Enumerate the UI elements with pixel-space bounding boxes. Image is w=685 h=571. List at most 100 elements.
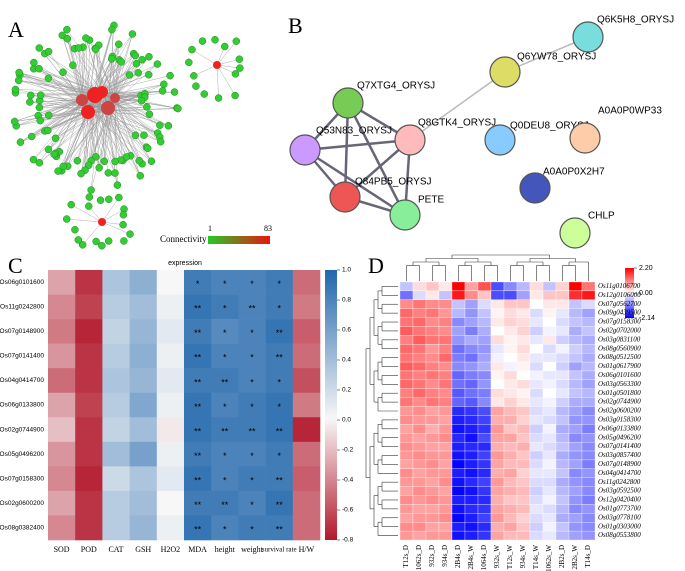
heatmap-cell xyxy=(542,370,557,381)
heatmap-cell xyxy=(581,308,596,318)
heatmap-cell xyxy=(451,353,466,363)
node xyxy=(131,131,140,140)
heatmap-cell xyxy=(542,361,557,372)
heatmap-cell xyxy=(438,513,453,523)
edge xyxy=(62,35,116,99)
heatmap-cell xyxy=(490,522,505,532)
row-label: Os01g0303000 xyxy=(598,522,641,530)
row-label: Os11g0242800 xyxy=(598,478,641,486)
heatmap-cell xyxy=(503,281,518,292)
heatmap-cell xyxy=(412,290,427,300)
heatmap-cell xyxy=(490,530,505,541)
edge xyxy=(114,97,150,115)
protein-node xyxy=(569,122,601,154)
heatmap-cell xyxy=(555,370,570,381)
colorbar-label: -0.2 xyxy=(342,447,354,454)
edge xyxy=(94,29,113,96)
heatmap-cell xyxy=(477,441,492,452)
heatmap-cell xyxy=(464,326,479,336)
node xyxy=(134,68,142,77)
heatmap-cell xyxy=(555,317,570,327)
heatmap-cell xyxy=(211,515,239,541)
heatmap-cell xyxy=(529,504,544,514)
heatmap-cell xyxy=(102,515,130,541)
heatmap-cell xyxy=(503,353,518,363)
heatmap-cell xyxy=(399,281,414,292)
heatmap-cell xyxy=(568,530,583,541)
heatmap-cell xyxy=(490,450,505,461)
heatmap-cell xyxy=(399,370,414,381)
legend-max: 83 xyxy=(264,224,272,233)
heatmap-cell xyxy=(529,370,544,381)
heatmap-cell xyxy=(477,397,492,407)
heatmap-cell xyxy=(477,370,492,381)
heatmap-cell xyxy=(581,495,596,505)
heatmap-cell xyxy=(464,397,479,407)
edge xyxy=(82,221,103,245)
edge xyxy=(67,38,83,101)
heatmap-cell xyxy=(156,417,185,443)
node xyxy=(188,45,196,54)
heatmap-cell xyxy=(529,361,544,372)
heatmap-cell xyxy=(451,388,466,398)
edge xyxy=(216,64,236,96)
row-label: Os06g0133800 xyxy=(0,402,44,409)
node xyxy=(166,71,174,80)
column-label: SOD xyxy=(54,545,70,554)
heatmap-cell xyxy=(238,343,266,369)
edge xyxy=(114,97,141,176)
node xyxy=(156,137,165,146)
protein-node xyxy=(519,172,551,204)
heatmap-cell xyxy=(568,468,583,478)
heatmap-cell xyxy=(581,513,596,523)
heatmap-cell xyxy=(503,495,518,505)
node xyxy=(77,169,85,178)
heatmap-cell xyxy=(438,308,453,318)
heatmap-cell xyxy=(490,281,505,292)
significance: * xyxy=(250,279,254,289)
node xyxy=(10,117,19,126)
edge xyxy=(101,221,131,235)
edge xyxy=(114,97,124,161)
edge xyxy=(114,84,164,99)
heatmap-cell xyxy=(581,370,596,381)
heatmap-cell xyxy=(238,441,266,467)
heatmap-cell xyxy=(438,361,453,372)
heatmap-cell xyxy=(48,294,76,320)
heatmap-cell xyxy=(265,417,294,443)
node xyxy=(100,157,109,166)
edge xyxy=(304,138,411,152)
heatmap-cell xyxy=(438,433,453,443)
heatmap-cell xyxy=(184,392,212,418)
node xyxy=(51,134,60,143)
heatmap-cell xyxy=(156,466,185,492)
heatmap-cell xyxy=(516,477,531,487)
heatmap-cell xyxy=(516,433,531,443)
heatmap-cell xyxy=(211,490,239,516)
heatmap-cell xyxy=(399,344,414,354)
heatmap-cell xyxy=(581,326,596,336)
heatmap-cell xyxy=(568,495,583,505)
heatmap-cell xyxy=(75,490,103,516)
heatmap-cell xyxy=(238,392,266,418)
heatmap-cell xyxy=(529,530,544,541)
heatmap-cell xyxy=(412,415,427,425)
row-label: Os07g0158300 xyxy=(0,475,44,482)
heatmap-cell xyxy=(451,370,466,381)
heatmap-cell xyxy=(568,326,583,336)
panel-label: A xyxy=(8,17,24,42)
heatmap-cell xyxy=(568,281,583,292)
heatmap-cell xyxy=(412,326,427,336)
heatmap-cell xyxy=(399,308,414,318)
heatmap-cell xyxy=(542,299,557,309)
heatmap-cell xyxy=(75,343,103,369)
heatmap-cell xyxy=(438,495,453,505)
edge xyxy=(90,91,103,191)
column-label: T14s_D xyxy=(584,545,592,568)
row-label: Os08g0512500 xyxy=(598,353,641,361)
hub-node xyxy=(98,218,106,226)
heatmap-cell xyxy=(412,424,427,434)
colorbar-label: -0.6 xyxy=(342,507,354,514)
column-label: 932s_W xyxy=(493,545,501,569)
heatmap-cell xyxy=(412,388,427,398)
